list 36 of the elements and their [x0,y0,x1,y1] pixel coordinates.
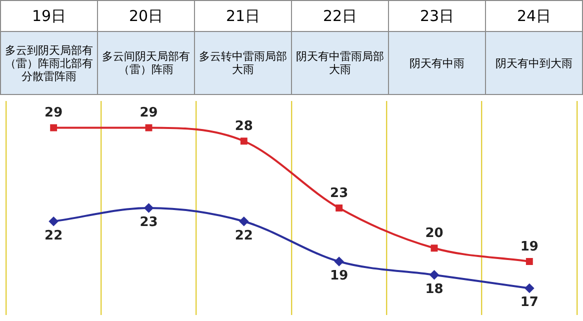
data-label: 22 [44,228,63,244]
x-tick-label: 24日 [486,0,582,32]
text: 阴天有中到大雨 [486,32,582,94]
data-label: 19 [330,268,348,284]
x-tick-label: 22日 [292,0,388,32]
point [240,138,248,145]
x-tick-label: 23日 [388,0,486,32]
x-tick-label: 20日 [98,0,194,32]
text: 多云到阴天局部有（雷）阵雨北部有分散雷阵雨 [0,32,98,94]
point [336,204,343,212]
x-tick-label: 19日 [0,0,98,32]
text: 阴天有中雷雨局部大雨 [292,32,388,94]
data-label: 29 [44,106,63,121]
data-label: 29 [140,106,158,121]
text: 多云转中雷雨局部大雨 [194,32,292,94]
text: 阴天有中雨 [388,32,486,94]
data-label: 17 [520,295,538,310]
point [526,258,533,265]
data-label: 23 [140,214,158,230]
data-label: 28 [234,119,253,134]
data-label: 18 [425,282,444,297]
x-tick-label: 21日 [194,0,292,32]
text: 多云间阴天局部有（雷）阵雨 [98,32,194,94]
point [49,216,58,226]
data-label: 23 [330,186,348,201]
data-label: 20 [425,226,444,241]
point [239,216,248,226]
point [50,124,58,132]
point [524,284,534,293]
point [430,244,438,252]
point [334,257,344,266]
point [430,270,439,280]
point [145,124,152,132]
data-label: 19 [520,239,538,254]
data-label: 22 [234,228,253,244]
point [144,204,154,212]
